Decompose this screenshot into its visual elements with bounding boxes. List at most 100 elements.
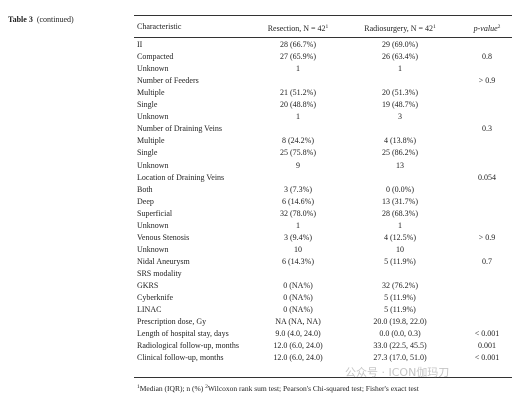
header-text: Characteristic (137, 22, 182, 31)
cell: Unknown (137, 244, 169, 254)
cell: Multiple (137, 88, 165, 98)
cell: 33.0 (22.5, 45.5) (373, 341, 427, 351)
cell: Venous Stenosis (137, 232, 190, 242)
cell: Deep (137, 196, 154, 206)
cell: Length of hospital stay, days (137, 329, 229, 339)
cell: 12.0 (6.0, 24.0) (273, 341, 323, 351)
cell: 26 (63.4%) (382, 52, 418, 62)
cell: 0.7 (482, 256, 492, 266)
cell: 20 (48.8%) (280, 100, 316, 110)
cell: Compacted (137, 52, 174, 62)
cell: NA (NA, NA) (275, 317, 321, 327)
cell: < 0.001 (474, 329, 500, 339)
header-sup: 2 (497, 24, 501, 30)
cell: 3 (9.4%) (284, 232, 312, 242)
cell: 29 (69.0%) (382, 40, 418, 49)
cell: 32 (78.0%) (280, 208, 316, 218)
cell: 0.3 (482, 124, 492, 134)
footnote-sup: 2 (205, 384, 208, 390)
footnote-text: Median (IQR); n (%) (139, 384, 204, 393)
cell: Cyberknife (137, 293, 173, 303)
cell: Number of Draining Veins (137, 124, 222, 134)
cell: 12.0 (6.0, 24.0) (273, 353, 323, 363)
header-cell: Characteristic (137, 22, 181, 32)
cell: Single (137, 148, 158, 158)
cell: 9.0 (4.0, 24.0) (275, 329, 321, 339)
cell: 0.001 (478, 341, 496, 351)
cell: 4 (12.5%) (384, 232, 416, 242)
cell: GKRS (137, 281, 159, 290)
cell: 28 (68.3%) (382, 208, 418, 218)
footnote-text: Wilcoxon rank sum test; Pearson's Chi-sq… (207, 384, 419, 393)
watermark: 公众号 · ICON伽玛刀 (345, 366, 450, 379)
cell: < 0.001 (474, 353, 500, 363)
cell: 13 (31.7%) (382, 196, 418, 206)
cell: 28 (66.7%) (280, 40, 316, 49)
cell: Unknown (137, 160, 169, 170)
cell: 27 (65.9%) (280, 52, 316, 62)
cell: 0 (NA%) (283, 281, 313, 290)
cell: 21 (51.2%) (280, 88, 316, 98)
cell: 9 (296, 160, 300, 170)
cell: 0.054 (478, 172, 496, 182)
header-cell: p-value2 (427, 22, 521, 34)
header-sup: 1 (325, 24, 329, 30)
header-text: Resection, N = 42 (267, 24, 326, 33)
table-label: Table 3 (continued) (8, 15, 74, 25)
cell: 0.0 (0.0, 0.3) (379, 329, 421, 339)
cell: 10 (294, 244, 302, 254)
cell: Unknown (137, 64, 169, 74)
cell: Unknown (137, 112, 169, 122)
cell: 13 (396, 160, 404, 170)
cell: 1 (296, 112, 300, 122)
cell: 5 (11.9%) (384, 256, 416, 266)
cell: Radiological follow-up, months (137, 341, 239, 351)
cell: 10 (396, 244, 404, 254)
cell: 25 (86.2%) (382, 148, 418, 158)
footnote-sup: 1 (137, 384, 140, 390)
cell: Unknown (137, 220, 169, 230)
header-rule (134, 37, 512, 38)
cell: Both (137, 184, 153, 194)
header-cell: Radiosurgery, N = 421 (340, 22, 460, 34)
cell: 3 (7.3%) (284, 184, 312, 194)
cell: 27.3 (17.0, 51.0) (373, 353, 427, 363)
cell: 19 (48.7%) (382, 100, 418, 110)
cell: 4 (13.8%) (384, 136, 416, 146)
header-cell: Resection, N = 421 (238, 22, 358, 34)
cell: 6 (14.6%) (282, 196, 314, 206)
cell: 32 (76.2%) (382, 281, 418, 290)
cell: 5 (11.9%) (384, 293, 416, 303)
table-note: (continued) (36, 15, 74, 24)
cell: 25 (75.8%) (280, 148, 316, 158)
cell: LINAC (137, 305, 162, 315)
cell: 0 (NA%) (283, 293, 313, 303)
cell: Clinical follow-up, months (137, 353, 224, 363)
cell: 1 (296, 64, 300, 74)
cell: Single (137, 100, 158, 110)
cell: > 0.9 (478, 232, 496, 242)
header-text: p-value (473, 24, 498, 33)
bottom-rule (134, 377, 512, 378)
cell: 0 (0.0%) (386, 184, 414, 194)
cell: > 0.9 (478, 76, 496, 86)
cell: 6 (14.3%) (282, 256, 314, 266)
cell: 1 (398, 220, 402, 230)
header-sup: 1 (432, 24, 436, 30)
cell: Nidal Aneurysm (137, 256, 190, 266)
cell: II (137, 40, 143, 49)
cell: Prescription dose, Gy (137, 317, 207, 327)
cell: 5 (11.9%) (384, 305, 416, 315)
cell: 20.0 (19.8, 22.0) (373, 317, 427, 327)
table-number: Table 3 (8, 15, 33, 24)
cell: 3 (398, 112, 402, 122)
cell: 20 (51.3%) (382, 88, 418, 98)
cell: 1 (296, 220, 300, 230)
cell: Location of Draining Veins (137, 172, 225, 182)
cell: Multiple (137, 136, 165, 146)
cell: Superficial (137, 208, 173, 218)
top-rule (134, 15, 512, 16)
header-text: Radiosurgery, N = 42 (364, 24, 433, 33)
